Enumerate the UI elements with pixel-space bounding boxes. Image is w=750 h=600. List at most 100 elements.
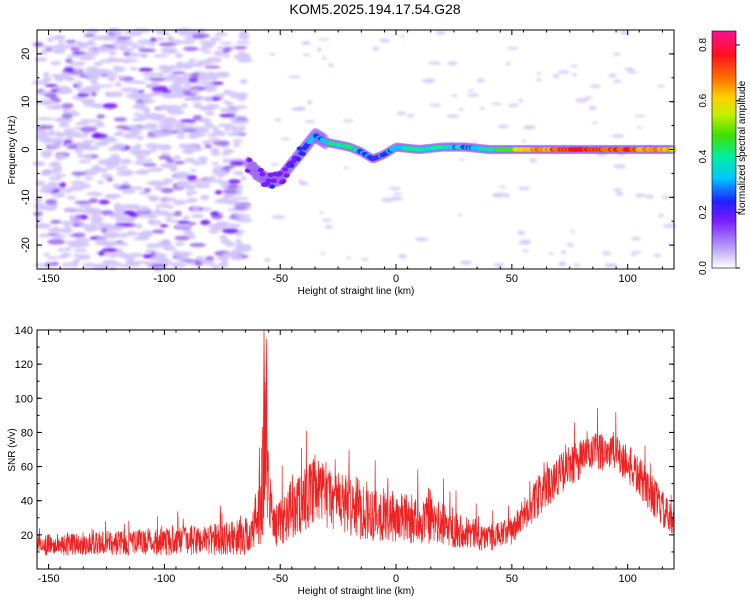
- noise-blob: [627, 70, 639, 74]
- colorbar-tick-label: 0.6: [698, 93, 709, 107]
- noise-blob: [152, 54, 169, 58]
- noise-blob: [82, 262, 97, 268]
- noise-blob: [300, 40, 311, 46]
- noise-blob: [86, 191, 103, 197]
- noise-blob: [634, 114, 647, 118]
- noise-blob: [158, 155, 172, 160]
- noise-blob: [34, 206, 48, 211]
- noise-blob: [208, 138, 221, 143]
- noise-blob: [573, 263, 581, 268]
- noise-blob: [188, 58, 197, 62]
- noise-blob: [263, 257, 271, 263]
- noise-blob: [195, 127, 210, 134]
- noise-blob: [36, 225, 50, 229]
- noise-blob: [143, 150, 151, 156]
- noise-blob: [182, 215, 190, 220]
- noise-blob: [588, 105, 597, 111]
- noise-blob: [211, 126, 220, 131]
- noise-blob: [43, 71, 50, 78]
- noise-blob: [174, 171, 190, 177]
- noise-blob: [75, 121, 90, 126]
- noise-blob: [553, 73, 560, 79]
- noise-blob: [518, 98, 524, 103]
- noise-blob: [174, 235, 191, 241]
- noise-blob: [172, 250, 180, 256]
- noise-blob: [111, 42, 119, 47]
- noise-blob: [136, 169, 150, 175]
- noise-blob: [69, 214, 77, 221]
- noise-blob: [657, 84, 665, 88]
- noise-blob: [173, 155, 182, 160]
- spectrogram-area: [31, 27, 677, 272]
- noise-blob: [38, 136, 53, 143]
- noise-blob: [105, 166, 115, 170]
- chart-title: KOM5.2025.194.17.54.G28: [289, 1, 461, 17]
- noise-blob: [223, 165, 235, 169]
- noise-blob: [83, 176, 94, 181]
- noise-blob: [142, 98, 151, 105]
- noise-blob: [129, 66, 138, 71]
- noise-blob: [529, 158, 538, 163]
- noise-blob: [35, 180, 45, 187]
- noise-blob: [269, 163, 279, 166]
- noise-blob: [616, 152, 627, 156]
- noise-blob: [536, 77, 542, 82]
- noise-blob: [149, 77, 166, 82]
- noise-blob: [192, 114, 203, 121]
- ridge-cell: [252, 175, 259, 181]
- noise-blob: [214, 32, 228, 37]
- noise-blob: [140, 48, 156, 53]
- noise-blob: [63, 207, 78, 212]
- noise-blob: [280, 137, 291, 141]
- noise-blob: [80, 118, 90, 122]
- noise-blob: [94, 217, 102, 222]
- noise-blob: [602, 250, 611, 256]
- noise-blob: [198, 81, 213, 85]
- noise-blob: [204, 144, 212, 149]
- noise-blob: [328, 62, 334, 68]
- noise-blob: [155, 37, 166, 41]
- noise-blob: [135, 92, 150, 99]
- noise-blob: [215, 130, 226, 137]
- noise-blob: [182, 199, 197, 203]
- noise-blob: [112, 211, 124, 217]
- noise-blob: [173, 28, 182, 34]
- ridge-cell: [259, 171, 266, 177]
- noise-blob: [406, 113, 415, 118]
- noise-blob: [187, 95, 205, 102]
- noise-blob: [590, 84, 601, 89]
- noise-blob: [226, 132, 241, 137]
- noise-blob: [65, 76, 76, 82]
- noise-blob: [57, 248, 66, 252]
- noise-blob: [73, 257, 81, 264]
- noise-blob: [636, 126, 643, 129]
- noise-blob: [575, 98, 589, 103]
- noise-blob: [177, 180, 188, 185]
- noise-blob: [238, 34, 250, 40]
- noise-blob: [66, 188, 73, 194]
- noise-blob: [77, 92, 90, 98]
- noise-blob: [145, 143, 161, 149]
- noise-blob: [72, 242, 90, 248]
- noise-blob: [222, 158, 229, 163]
- noise-blob: [166, 108, 178, 114]
- noise-blob: [169, 168, 178, 172]
- noise-blob: [214, 198, 231, 204]
- colorbar-axes: 0.0 0.2 0.4 0.6 0.8: [698, 30, 740, 275]
- noise-blob: [91, 133, 108, 139]
- ridge-cell: [251, 161, 258, 167]
- noise-blob: [52, 226, 60, 232]
- noise-blob: [157, 116, 169, 121]
- noise-blob: [560, 250, 567, 255]
- ridge-cell: [246, 157, 253, 163]
- noise-blob: [220, 239, 233, 244]
- noise-blob: [613, 164, 626, 169]
- noise-blob: [120, 47, 134, 52]
- noise-blob: [490, 102, 503, 106]
- x-tick-label: 50: [506, 273, 518, 285]
- noise-blob: [66, 54, 83, 58]
- noise-blobs: [31, 27, 677, 272]
- noise-blob: [70, 47, 81, 52]
- noise-blob: [517, 230, 526, 236]
- noise-blob: [65, 240, 78, 245]
